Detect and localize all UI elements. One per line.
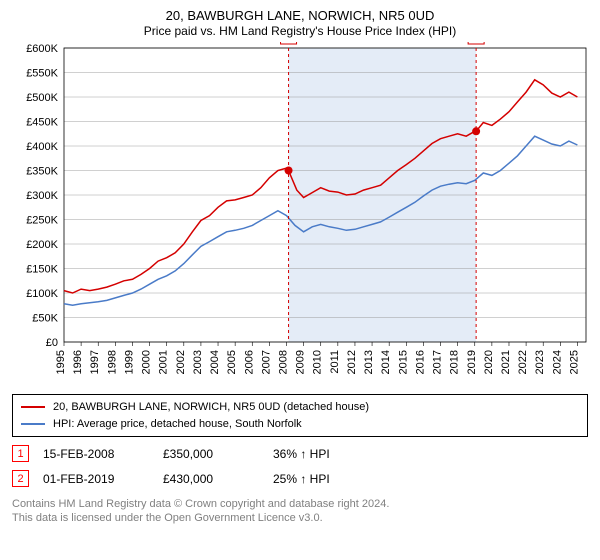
svg-text:£400K: £400K xyxy=(26,141,58,153)
svg-text:2: 2 xyxy=(473,42,479,43)
chart: £0 £50K £100K £150K £200K £250K £300K £350K £400… xyxy=(12,42,588,388)
footnote: Contains HM Land Registry data © Crown c… xyxy=(12,497,588,526)
svg-text:2007: 2007 xyxy=(260,350,272,374)
svg-text:2000: 2000 xyxy=(141,350,153,374)
transaction-date: 15-FEB-2008 xyxy=(43,447,163,461)
transaction-price: £350,000 xyxy=(163,447,273,461)
transaction-marker-icon: 1 xyxy=(12,445,29,462)
svg-text:2001: 2001 xyxy=(158,350,170,374)
svg-text:2020: 2020 xyxy=(483,350,495,374)
svg-text:2012: 2012 xyxy=(346,350,358,374)
svg-text:2024: 2024 xyxy=(551,350,563,374)
legend-item: HPI: Average price, detached house, Sout… xyxy=(21,416,579,433)
svg-text:£300K: £300K xyxy=(26,190,58,202)
svg-text:2014: 2014 xyxy=(380,350,392,374)
svg-text:£0: £0 xyxy=(46,337,58,349)
svg-text:2009: 2009 xyxy=(295,350,307,374)
svg-text:2018: 2018 xyxy=(449,350,461,374)
svg-text:£500K: £500K xyxy=(26,92,58,104)
transaction-price: £430,000 xyxy=(163,472,273,486)
svg-text:£100K: £100K xyxy=(26,288,58,300)
svg-text:2004: 2004 xyxy=(209,350,221,374)
svg-text:2021: 2021 xyxy=(500,350,512,374)
legend: 20, BAWBURGH LANE, NORWICH, NR5 0UD (det… xyxy=(12,394,588,437)
svg-text:1: 1 xyxy=(285,42,291,43)
svg-text:1997: 1997 xyxy=(89,350,101,374)
svg-text:£50K: £50K xyxy=(32,313,58,325)
svg-text:2025: 2025 xyxy=(568,350,580,374)
footnote-line: This data is licensed under the Open Gov… xyxy=(12,511,588,525)
svg-text:£350K: £350K xyxy=(26,166,58,178)
transaction-hpi: 25% ↑ HPI xyxy=(273,472,373,486)
svg-text:1995: 1995 xyxy=(55,350,67,374)
svg-text:1999: 1999 xyxy=(123,350,135,374)
transaction-date: 01-FEB-2019 xyxy=(43,472,163,486)
legend-label: HPI: Average price, detached house, Sout… xyxy=(53,416,302,433)
svg-text:2013: 2013 xyxy=(363,350,375,374)
svg-text:2022: 2022 xyxy=(517,350,529,374)
svg-text:2008: 2008 xyxy=(277,350,289,374)
svg-text:£250K: £250K xyxy=(26,215,58,227)
svg-text:£550K: £550K xyxy=(26,68,58,80)
svg-text:2003: 2003 xyxy=(192,350,204,374)
svg-text:2017: 2017 xyxy=(432,350,444,374)
transaction-hpi: 36% ↑ HPI xyxy=(273,447,373,461)
svg-text:2010: 2010 xyxy=(312,350,324,374)
svg-text:2005: 2005 xyxy=(226,350,238,374)
footnote-line: Contains HM Land Registry data © Crown c… xyxy=(12,497,588,511)
svg-text:2019: 2019 xyxy=(466,350,478,374)
svg-text:2023: 2023 xyxy=(534,350,546,374)
svg-text:2011: 2011 xyxy=(329,350,341,374)
svg-text:2006: 2006 xyxy=(243,350,255,374)
page-title: 20, BAWBURGH LANE, NORWICH, NR5 0UD xyxy=(12,8,588,23)
svg-text:2015: 2015 xyxy=(397,350,409,374)
svg-text:£600K: £600K xyxy=(26,43,58,55)
svg-text:2002: 2002 xyxy=(175,350,187,374)
svg-text:1998: 1998 xyxy=(106,350,118,374)
svg-text:2016: 2016 xyxy=(414,350,426,374)
svg-text:£450K: £450K xyxy=(26,117,58,129)
svg-text:£200K: £200K xyxy=(26,239,58,251)
legend-swatch xyxy=(21,423,45,425)
legend-swatch xyxy=(21,406,45,408)
svg-text:£150K: £150K xyxy=(26,264,58,276)
transaction-marker-icon: 2 xyxy=(12,470,29,487)
page-subtitle: Price paid vs. HM Land Registry's House … xyxy=(12,24,588,38)
svg-text:1996: 1996 xyxy=(72,350,84,374)
transaction-row: 1 15-FEB-2008 £350,000 36% ↑ HPI xyxy=(12,445,588,462)
transaction-row: 2 01-FEB-2019 £430,000 25% ↑ HPI xyxy=(12,470,588,487)
legend-label: 20, BAWBURGH LANE, NORWICH, NR5 0UD (det… xyxy=(53,399,369,416)
legend-item: 20, BAWBURGH LANE, NORWICH, NR5 0UD (det… xyxy=(21,399,579,416)
